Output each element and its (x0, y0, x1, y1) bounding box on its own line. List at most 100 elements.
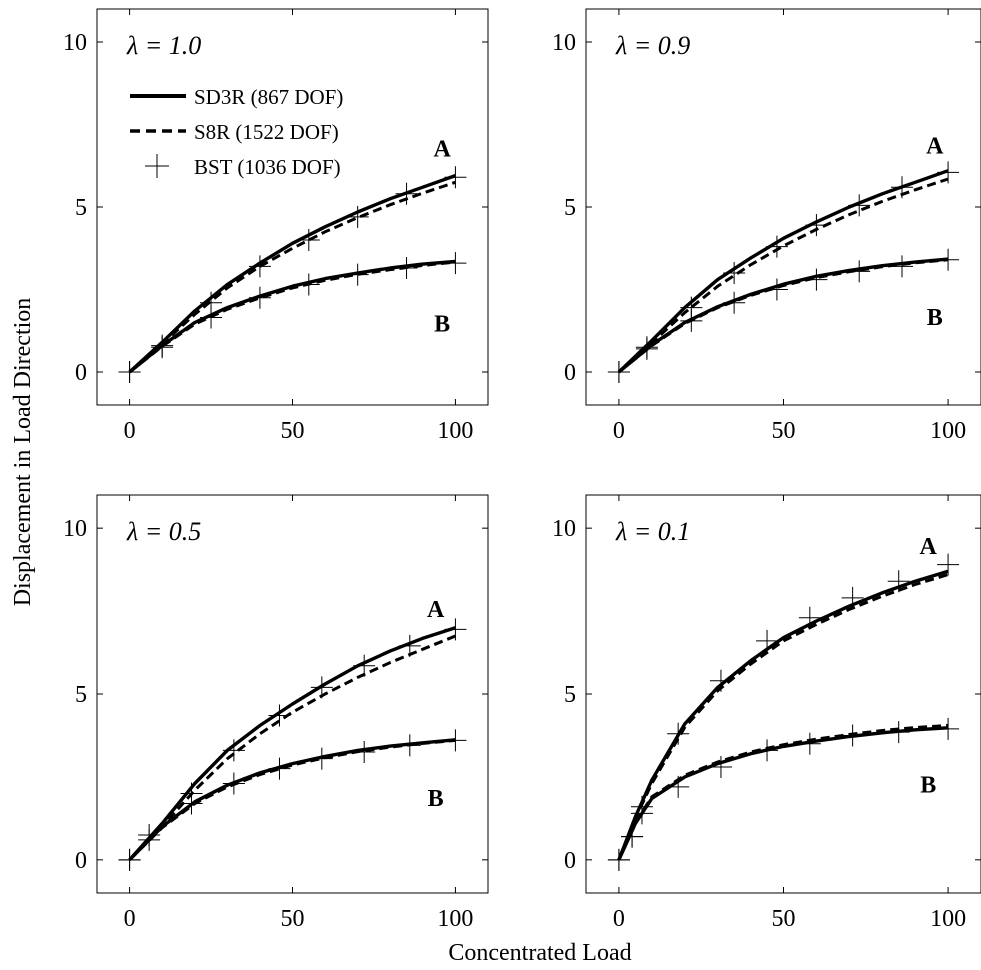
y-tick-label: 0 (75, 360, 87, 386)
curve-label-b: B (434, 312, 450, 338)
sd3r-line-a (617, 169, 949, 374)
x-tick-label: 100 (930, 418, 966, 444)
bst-marker-b (680, 309, 703, 332)
s8r-line-a (128, 180, 456, 374)
bst-marker-b (848, 260, 871, 283)
x-tick-label: 50 (772, 418, 796, 444)
bst-marker-b (607, 848, 630, 871)
bst-marker-b (667, 775, 690, 798)
bst-marker-a (937, 553, 960, 576)
y-tick-label: 10 (63, 516, 87, 542)
s8r-line-a (128, 634, 456, 861)
sd3r-line-b (128, 738, 456, 861)
bst-marker-b (151, 336, 174, 359)
bst-marker-b (180, 792, 203, 815)
legend-plus-swatch (145, 154, 169, 178)
bst-marker-b (709, 755, 732, 778)
bst-marker-b (353, 741, 376, 764)
legend-label: BST (1036 DOF) (194, 155, 341, 179)
lambda-annotation: λ = 1.0 (126, 31, 201, 60)
bst-marker-b (723, 291, 746, 314)
bst-marker-b (798, 732, 821, 755)
bst-marker-b (887, 721, 910, 744)
bst-marker-b (607, 361, 630, 383)
lambda-annotation: λ = 0.5 (126, 517, 201, 546)
legend-label: SD3R (867 DOF) (194, 85, 343, 109)
bst-marker-a (444, 618, 467, 641)
s8r-line-b (617, 258, 949, 374)
bst-marker-b (937, 717, 960, 740)
bst-marker-a (848, 194, 871, 217)
bst-marker-b (891, 255, 913, 278)
bst-marker-a (297, 229, 320, 251)
bst-marker-b (630, 802, 653, 825)
bst-marker-b (248, 286, 271, 309)
bst-marker-b (310, 747, 333, 770)
x-tick-label: 0 (613, 418, 625, 444)
curve-label-a: A (433, 137, 451, 163)
bst-marker-a (756, 629, 779, 652)
curve-label-a: A (920, 534, 938, 560)
lambda-annotation: λ = 0.1 (615, 517, 690, 546)
y-tick-label: 5 (75, 195, 87, 221)
curve-label-b: B (428, 786, 444, 812)
chart-panel-1: 0 50 100 0 5 10 λ = 1.0 A B (63, 8, 489, 444)
bst-marker-a (353, 654, 376, 677)
sd3r-line-b (617, 726, 949, 861)
bst-marker-a (310, 676, 333, 699)
bst-marker-b (765, 278, 788, 301)
sd3r-line-b (617, 257, 949, 374)
y-tick-label: 10 (552, 30, 576, 56)
x-tick-label: 0 (124, 418, 136, 444)
bst-marker-b (222, 772, 245, 795)
curve-label-a: A (926, 133, 944, 159)
y-tick-label: 5 (564, 682, 576, 708)
bst-marker-b (138, 823, 161, 846)
bst-marker-a (248, 255, 271, 278)
legend-item-1: SD3R (867 DOF) (130, 85, 343, 109)
y-tick-label: 0 (564, 848, 576, 874)
legend: SD3R (867 DOF) S8R (1522 DOF) BST (1036 DO… (130, 85, 343, 179)
bst-marker-a (887, 570, 910, 593)
x-tick-label: 0 (124, 906, 136, 932)
sd3r-line-a (128, 173, 456, 374)
y-axis-label: Displacement in Load Direction (10, 298, 36, 607)
sd3r-line-a (128, 626, 456, 861)
x-tick-label: 0 (613, 906, 625, 932)
bst-marker-b (297, 273, 320, 296)
x-axis-label: Concentrated Load (448, 940, 631, 966)
bst-marker-a (937, 161, 960, 184)
bst-marker-a (709, 669, 732, 692)
bst-marker-a (395, 182, 418, 205)
bst-marker-b (756, 739, 779, 762)
lambda-annotation: λ = 0.9 (615, 31, 690, 60)
bst-marker-b (937, 248, 960, 271)
bst-marker-a (268, 704, 291, 727)
y-tick-label: 0 (564, 360, 576, 386)
legend-item-3: BST (1036 DOF) (145, 154, 341, 179)
chart-panel-2: 0 50 100 0 5 10 λ = 0.9 A B (552, 8, 981, 444)
bst-marker-b (200, 306, 223, 329)
s8r-line-a (617, 573, 949, 861)
bst-marker-a (841, 586, 864, 609)
bst-marker-b (346, 263, 369, 286)
bst-marker-b (444, 252, 467, 275)
bst-marker-a (346, 205, 369, 228)
x-tick-label: 100 (437, 418, 473, 444)
s8r-line-b (128, 738, 456, 861)
bst-marker-b (621, 825, 644, 848)
bst-marker-a (891, 176, 913, 199)
chart-panel-4: 0 50 100 0 5 10 λ = 0.1 A B (552, 494, 981, 932)
sd3r-line-b (128, 259, 456, 374)
x-tick-label: 100 (930, 906, 966, 932)
y-tick-label: 10 (552, 516, 576, 542)
y-tick-label: 0 (75, 848, 87, 874)
bst-marker-a (398, 634, 421, 657)
bst-marker-b (395, 257, 418, 280)
x-tick-label: 50 (281, 418, 305, 444)
bst-marker-a (798, 606, 821, 629)
bst-marker-a (805, 214, 828, 237)
legend-item-2: S8R (1522 DOF) (130, 120, 339, 144)
